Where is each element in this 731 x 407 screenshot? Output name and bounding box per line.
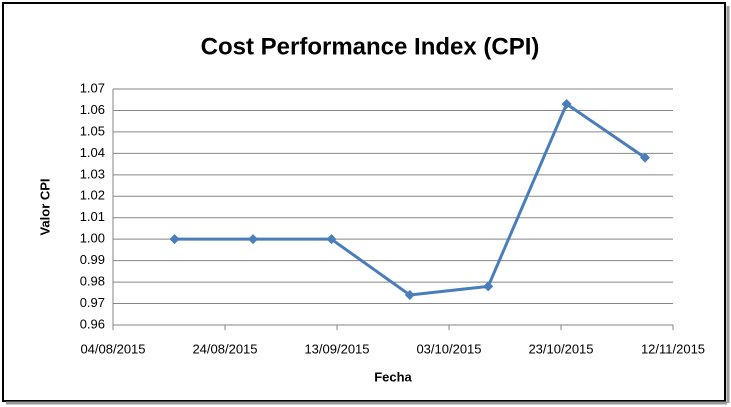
chart-frame: [2, 2, 726, 402]
data-point: [640, 152, 650, 163]
y-tick-label: 1.06: [80, 102, 105, 117]
y-tick-label: 0.99: [80, 252, 105, 267]
x-axis-title: Fecha: [374, 369, 412, 384]
y-tick-label: 0.96: [80, 316, 105, 331]
data-point: [561, 99, 572, 110]
y-tick-label: 1.07: [80, 80, 105, 95]
data-point: [483, 281, 494, 292]
x-tick-label: 23/10/2015: [528, 341, 593, 356]
data-point: [326, 234, 337, 245]
data-point: [248, 234, 258, 245]
y-tick-label: 1.03: [80, 166, 105, 181]
data-point: [169, 234, 180, 245]
x-tick-label: 12/11/2015: [641, 341, 705, 356]
y-tick-label: 1.01: [80, 209, 105, 224]
x-tick-label: 13/09/2015: [304, 341, 369, 356]
x-tick-label: 03/10/2015: [416, 341, 481, 356]
y-axis-title: Valor CPI: [37, 178, 52, 235]
chart-title: Cost Performance Index (CPI): [201, 33, 540, 60]
y-tick-label: 0.98: [80, 274, 105, 289]
y-tick-label: 1.02: [80, 188, 105, 203]
data-point: [404, 289, 415, 300]
x-tick-label: 04/08/2015: [80, 341, 145, 356]
x-tick-label: 24/08/2015: [192, 341, 257, 356]
y-tick-label: 1.00: [80, 231, 105, 246]
y-tick-label: 1.05: [80, 123, 105, 138]
y-tick-label: 0.97: [80, 295, 105, 310]
y-tick-label: 1.04: [80, 145, 105, 160]
